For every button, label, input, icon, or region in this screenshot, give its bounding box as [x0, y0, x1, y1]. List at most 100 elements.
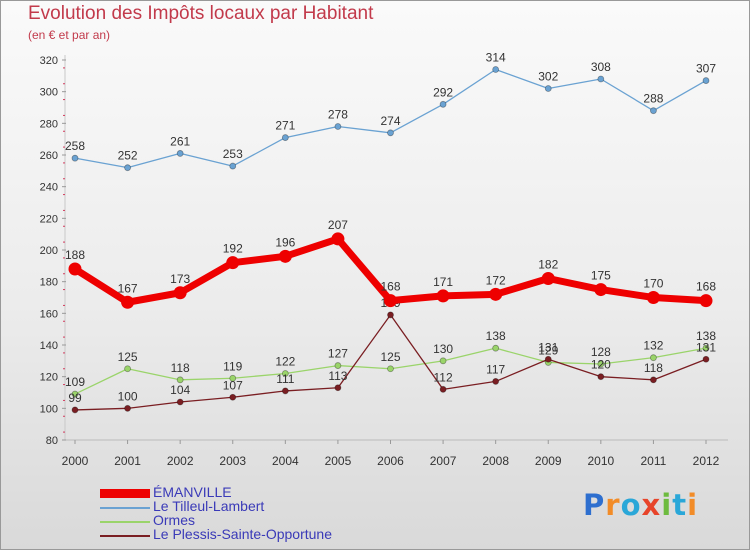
data-label: 117: [486, 362, 505, 376]
data-point: [176, 376, 184, 384]
legend-label: Ormes: [153, 512, 195, 528]
legend-label: Le Plessis-Sainte-Opportune: [153, 526, 332, 542]
logo-letter: i: [687, 488, 699, 522]
data-point: [702, 77, 710, 84]
data-point: [492, 66, 500, 73]
data-point: [281, 370, 289, 377]
legend-swatch: [100, 507, 150, 509]
legend: ÉMANVILLE Le Tilleul-Lambert Ormes Le Pless…: [100, 484, 400, 542]
data-label: 138: [696, 329, 716, 343]
data-point: [646, 291, 660, 304]
logo-letter: r: [605, 488, 621, 522]
y-tick-label: 200: [40, 245, 58, 257]
data-point: [176, 150, 184, 157]
data-label: 168: [696, 280, 716, 294]
data-point: [436, 289, 450, 303]
series-le-tilleul-lambert: 258 252 261 253 271 278 274 292 314 302 308 288 307: [65, 51, 716, 172]
data-point: [387, 365, 394, 373]
data-point: [278, 249, 292, 263]
data-label: 175: [591, 269, 611, 283]
data-point: [229, 162, 237, 170]
data-label: 138: [486, 329, 506, 343]
y-tick-label: 260: [40, 150, 58, 162]
y-tick-label: 240: [40, 182, 58, 194]
y-tick-label: 160: [40, 308, 58, 320]
data-point: [334, 123, 342, 130]
x-tick-label: 2012: [693, 454, 720, 468]
data-point: [124, 365, 131, 373]
data-label: 261: [170, 134, 190, 148]
data-label: 118: [644, 361, 663, 375]
data-point: [544, 85, 552, 92]
data-point: [334, 384, 342, 392]
data-point: [650, 376, 657, 384]
logo-letter: t: [672, 488, 688, 522]
data-label: 132: [643, 339, 663, 353]
data-point: [229, 393, 237, 401]
data-label: 129: [538, 343, 558, 357]
data-label: 130: [433, 342, 453, 356]
y-tick-label: 220: [40, 213, 58, 225]
data-label: 119: [223, 359, 242, 373]
legend-swatch: [100, 521, 150, 523]
y-tick-label: 140: [40, 340, 58, 352]
data-label: 288: [643, 92, 663, 106]
x-tick-label: 2006: [377, 454, 404, 468]
data-label: 109: [65, 375, 85, 389]
data-point: [124, 404, 131, 412]
x-tick-label: 2005: [325, 454, 352, 468]
y-tick-label: 100: [40, 403, 58, 415]
x-tick-label: 2000: [62, 454, 89, 468]
logo-letter: o: [620, 488, 642, 522]
data-point: [229, 374, 237, 382]
data-point: [699, 294, 713, 308]
data-label: 188: [65, 248, 85, 262]
data-label: 258: [65, 139, 85, 153]
data-label: 167: [118, 281, 138, 295]
data-point: [387, 311, 394, 319]
data-label: 314: [486, 51, 506, 65]
x-tick-label: 2001: [114, 454, 141, 468]
x-tick-label: 2011: [641, 454, 667, 468]
x-tick-label: 2010: [587, 454, 614, 468]
legend-item: ÉMANVILLE: [100, 484, 400, 500]
data-point: [489, 287, 503, 301]
data-point: [226, 256, 240, 270]
data-label: 120: [591, 358, 611, 372]
data-point: [71, 406, 79, 414]
x-tick-label: 2002: [167, 454, 194, 468]
data-label: 172: [486, 273, 506, 287]
chart-title: Evolution des Impôts locaux par Habitant: [28, 3, 374, 24]
data-label: 131: [538, 340, 558, 354]
data-label: 271: [275, 119, 295, 133]
data-point: [439, 100, 447, 108]
legend-swatch: [100, 535, 150, 537]
legend-item: Le Plessis-Sainte-Opportune: [100, 526, 400, 542]
data-label: 112: [434, 370, 453, 384]
x-tick-label: 2008: [482, 454, 509, 468]
data-point: [597, 75, 605, 83]
data-label: 292: [433, 85, 453, 99]
data-point: [650, 107, 657, 115]
x-tick-label: 2004: [272, 454, 299, 468]
data-point: [597, 360, 605, 368]
data-point: [439, 357, 447, 365]
data-label: 170: [643, 277, 663, 291]
data-label: 125: [118, 350, 138, 364]
x-tick-label: 2003: [219, 454, 246, 468]
data-point: [594, 283, 608, 297]
logo-letter: x: [641, 488, 662, 522]
data-point: [121, 295, 135, 309]
data-point: [173, 286, 187, 300]
data-point: [176, 398, 184, 406]
data-point: [702, 355, 710, 363]
data-label: 128: [591, 345, 611, 359]
data-label: 100: [118, 389, 138, 403]
data-point: [384, 294, 397, 308]
data-label: 171: [433, 275, 453, 289]
data-point: [334, 362, 342, 369]
data-point: [281, 134, 289, 141]
series--manville: 188 167 173 192 196 207 168 171 172 182 175 170 168: [65, 218, 716, 309]
